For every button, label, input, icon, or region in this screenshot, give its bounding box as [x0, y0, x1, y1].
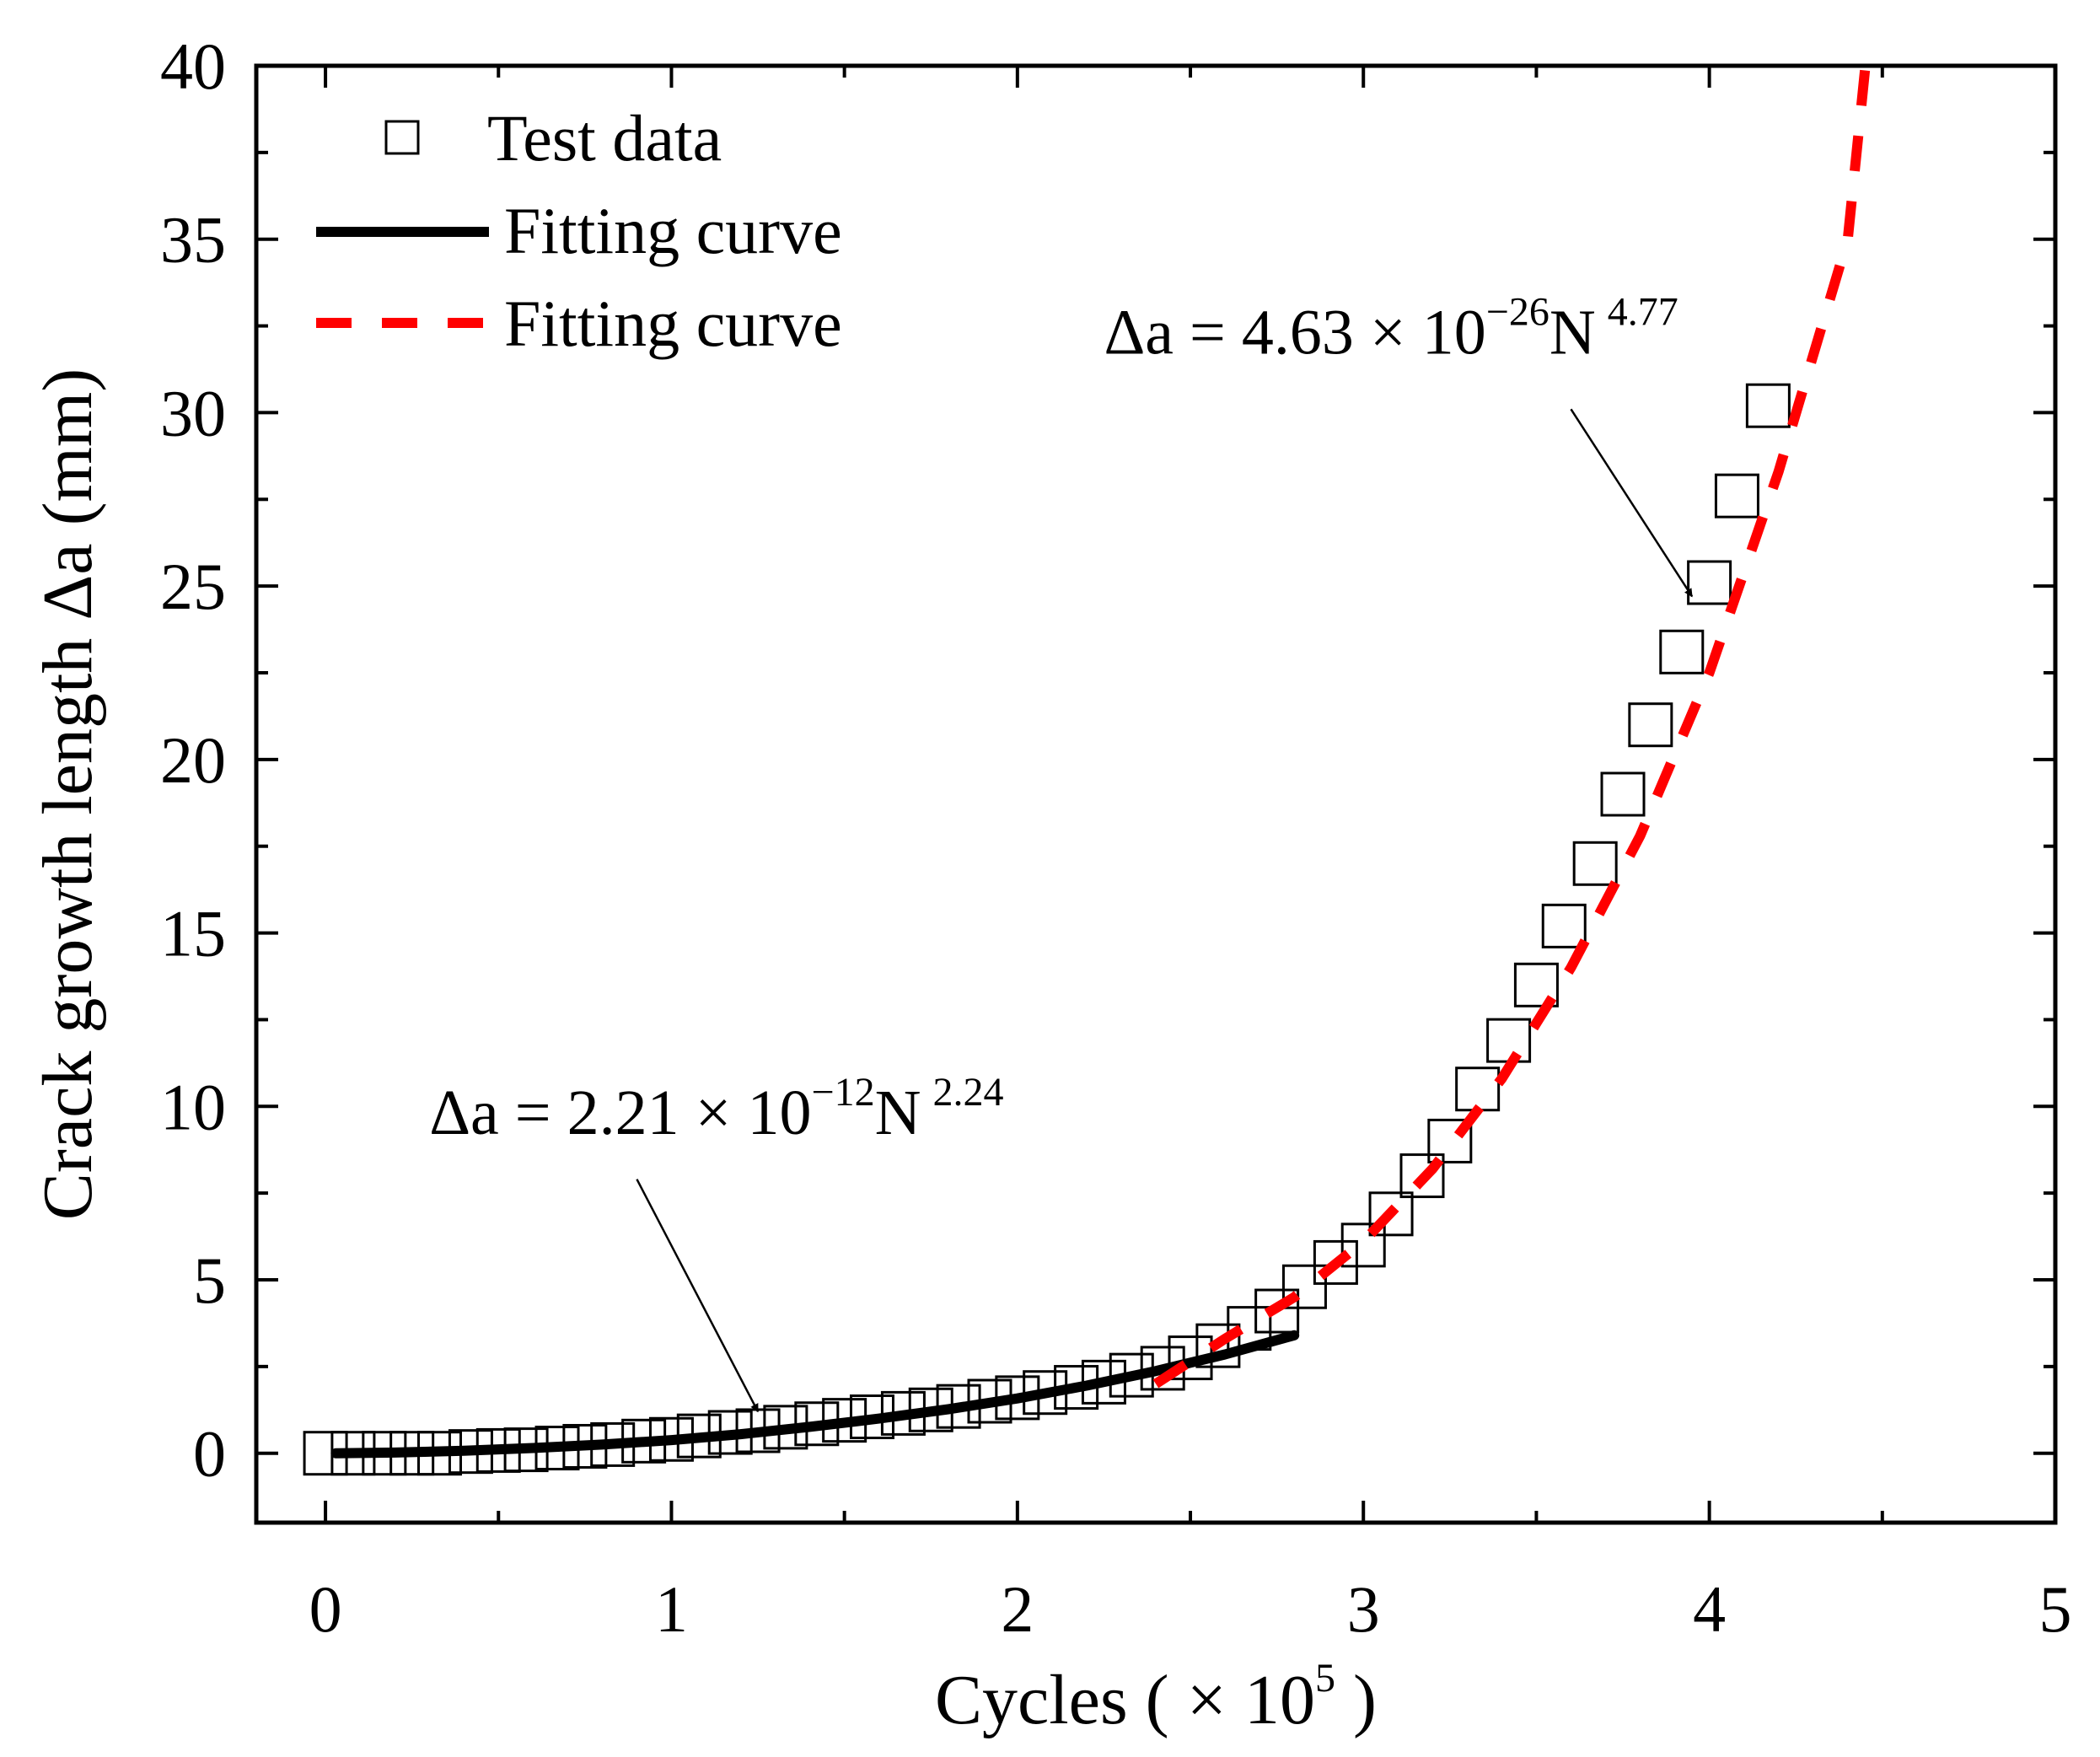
equation-annotation: Δa = 4.63 × 10−26N 4.77	[1104, 289, 1678, 368]
x-axis: 0 1 2 3 4 5	[309, 66, 2072, 1646]
data-point	[1313, 1239, 1358, 1285]
y-tick-label: 5	[193, 1244, 226, 1317]
data-point	[1513, 962, 1559, 1007]
data-point	[1427, 1118, 1473, 1163]
x-tick-label: 2	[1001, 1572, 1034, 1646]
legend: Test data Fitting curve Fitting curve	[316, 101, 842, 360]
data-point	[1254, 1288, 1300, 1334]
x-tick-label: 5	[2039, 1572, 2072, 1646]
x-axis-title: Cycles ( × 105 )	[935, 1656, 1377, 1739]
legend-marker-test-data	[384, 120, 420, 155]
data-point	[1600, 771, 1646, 817]
y-tick-label: 35	[160, 203, 226, 277]
y-tick-label: 20	[160, 723, 226, 797]
legend-label-fitting-curve-dashed: Fitting curve	[504, 287, 842, 360]
y-tick-label: 40	[160, 30, 226, 103]
legend-label-test-data: Test data	[487, 101, 722, 175]
annotation-arrow	[636, 1179, 760, 1413]
data-point	[1687, 560, 1732, 605]
plot-frame	[254, 63, 2058, 1525]
data-point	[1541, 903, 1587, 948]
y-tick-label: 30	[160, 376, 226, 449]
data-point	[1572, 841, 1618, 886]
x-tick-label: 4	[1693, 1572, 1726, 1646]
test-data-series	[303, 383, 1791, 1476]
annotations: Δa = 2.21 × 10−12N 2.24 Δa = 4.63 × 10−26N…	[429, 289, 1694, 1413]
y-tick-label: 0	[193, 1417, 226, 1491]
fitting-curve-solid	[330, 1330, 1300, 1459]
x-tick-label: 1	[655, 1572, 688, 1646]
x-tick-label: 3	[1347, 1572, 1380, 1646]
data-point	[1399, 1153, 1445, 1199]
y-axis-title: Crack growth length Δa (mm)	[29, 368, 107, 1220]
equation-annotation: Δa = 2.21 × 10−12N 2.24	[429, 1070, 1003, 1148]
data-point	[1281, 1264, 1327, 1309]
legend-label-fitting-curve-solid: Fitting curve	[504, 194, 842, 267]
data-point	[1368, 1191, 1414, 1237]
y-tick-label: 10	[160, 1070, 226, 1143]
data-point	[1745, 383, 1791, 428]
y-tick-label: 15	[160, 897, 226, 970]
x-tick-label: 0	[309, 1572, 342, 1646]
annotation-arrow	[1570, 408, 1694, 598]
y-axis: 0 5 10 15 20 25 30 35 40	[160, 30, 2055, 1491]
data-point	[1340, 1222, 1386, 1268]
fitting-curve-dashed	[1152, 68, 1871, 1389]
data-point	[1455, 1067, 1501, 1112]
data-point	[1486, 1018, 1532, 1063]
y-tick-label: 25	[160, 550, 226, 623]
data-point	[1714, 473, 1759, 519]
data-point	[1628, 702, 1673, 748]
data-point	[1659, 629, 1705, 674]
